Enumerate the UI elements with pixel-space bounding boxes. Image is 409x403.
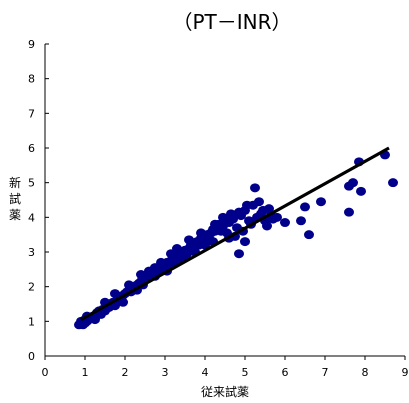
data-point (280, 218, 290, 228)
y-tick-label: 1 (28, 315, 35, 328)
data-point (262, 221, 272, 231)
data-point (90, 315, 100, 325)
y-axis-label-char: 薬 (9, 208, 21, 222)
data-point (296, 216, 306, 226)
tick-marks (44, 43, 406, 360)
data-point (250, 183, 260, 193)
data-point (136, 270, 146, 280)
x-tick-label: 5 (242, 366, 249, 379)
x-tick-label: 4 (202, 366, 209, 379)
y-axis-label: 新試薬 (9, 175, 21, 222)
data-point (258, 205, 268, 215)
x-tick-label: 2 (122, 366, 129, 379)
data-point (156, 257, 166, 267)
data-point (348, 178, 358, 188)
data-point (124, 280, 134, 290)
y-axis-label-char: 試 (9, 191, 21, 206)
data-point (254, 197, 264, 207)
data-point (234, 207, 244, 217)
data-point (344, 207, 354, 217)
trendline (80, 146, 390, 321)
x-axis-label: 従来試薬 (201, 384, 249, 399)
y-tick-label: 0 (28, 350, 35, 363)
x-tick-label: 8 (362, 366, 369, 379)
data-point (184, 235, 194, 245)
x-tick-label: 0 (42, 366, 49, 379)
y-tick-label: 6 (28, 142, 35, 155)
data-point (304, 230, 314, 240)
y-tick-label: 5 (28, 177, 35, 190)
data-point (242, 200, 252, 210)
y-tick-label: 8 (28, 73, 35, 86)
y-tick-label: 7 (28, 107, 35, 120)
data-point (300, 202, 310, 212)
chart-title: （PT－INR） (172, 10, 291, 34)
axes (44, 44, 405, 357)
data-point (110, 289, 120, 299)
data-point (210, 219, 220, 229)
y-tick-label: 3 (28, 246, 35, 259)
data-point (388, 178, 398, 188)
tick-labels: 0 1 2 3 4 5 6 7 8 9 0 1 2 3 4 5 6 7 8 9 (28, 38, 409, 379)
data-points (74, 150, 398, 330)
data-point (218, 212, 228, 222)
y-tick-label: 9 (28, 38, 35, 51)
x-tick-label: 3 (162, 366, 169, 379)
data-point (356, 186, 366, 196)
data-point (240, 237, 250, 247)
data-point (234, 249, 244, 259)
data-point (226, 209, 236, 219)
x-tick-label: 7 (322, 366, 329, 379)
y-tick-label: 4 (28, 211, 35, 224)
data-point (172, 244, 182, 254)
y-axis-label-char: 新 (9, 175, 21, 190)
data-point (196, 228, 206, 238)
data-point (316, 197, 326, 207)
data-point (118, 297, 128, 307)
y-axis-label-text: 新試薬 (9, 175, 21, 222)
y-tick-label: 2 (28, 281, 35, 294)
trendline-group (80, 146, 390, 321)
x-tick-label: 9 (402, 366, 409, 379)
x-tick-label: 1 (82, 366, 89, 379)
x-tick-label: 6 (282, 366, 289, 379)
